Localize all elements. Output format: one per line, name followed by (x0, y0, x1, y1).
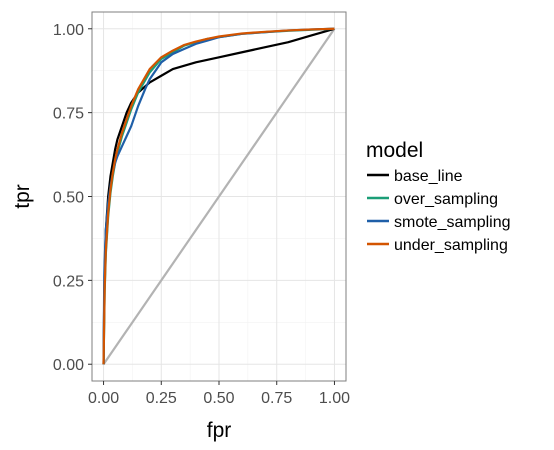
legend-label-smote-sampling: smote_sampling (394, 214, 511, 231)
axes: 0.00 0.25 0.50 0.75 1.00 0.00 0.25 0.50 0.75 1.00… (11, 22, 350, 442)
legend: model base_line over_sampling smote_samplin… (366, 139, 511, 254)
x-tick-label: 0.75 (261, 390, 292, 407)
x-tick-label: 1.00 (319, 390, 350, 407)
legend-label-base-line: base_line (394, 168, 463, 185)
y-axis-title: tpr (11, 184, 34, 209)
series-line-under-sampling (102, 27, 335, 365)
legend-label-over-sampling: over_sampling (394, 191, 498, 208)
y-tick-label: 0.25 (53, 273, 84, 290)
y-tick-label: 0.75 (53, 106, 84, 123)
y-tick-label: 0.50 (53, 190, 84, 207)
diagonal-reference-line (102, 28, 336, 365)
x-axis-title: fpr (207, 419, 232, 442)
legend-label-under-sampling: under_sampling (394, 237, 508, 254)
x-tick-label: 0.00 (88, 390, 119, 407)
y-tick-label: 0.00 (53, 357, 84, 374)
y-tick-label: 1.00 (53, 22, 84, 39)
plot-panel (91, 11, 347, 382)
x-tick-label: 0.25 (146, 390, 177, 407)
x-tick-label: 0.50 (203, 390, 234, 407)
legend-title: model (366, 139, 423, 162)
